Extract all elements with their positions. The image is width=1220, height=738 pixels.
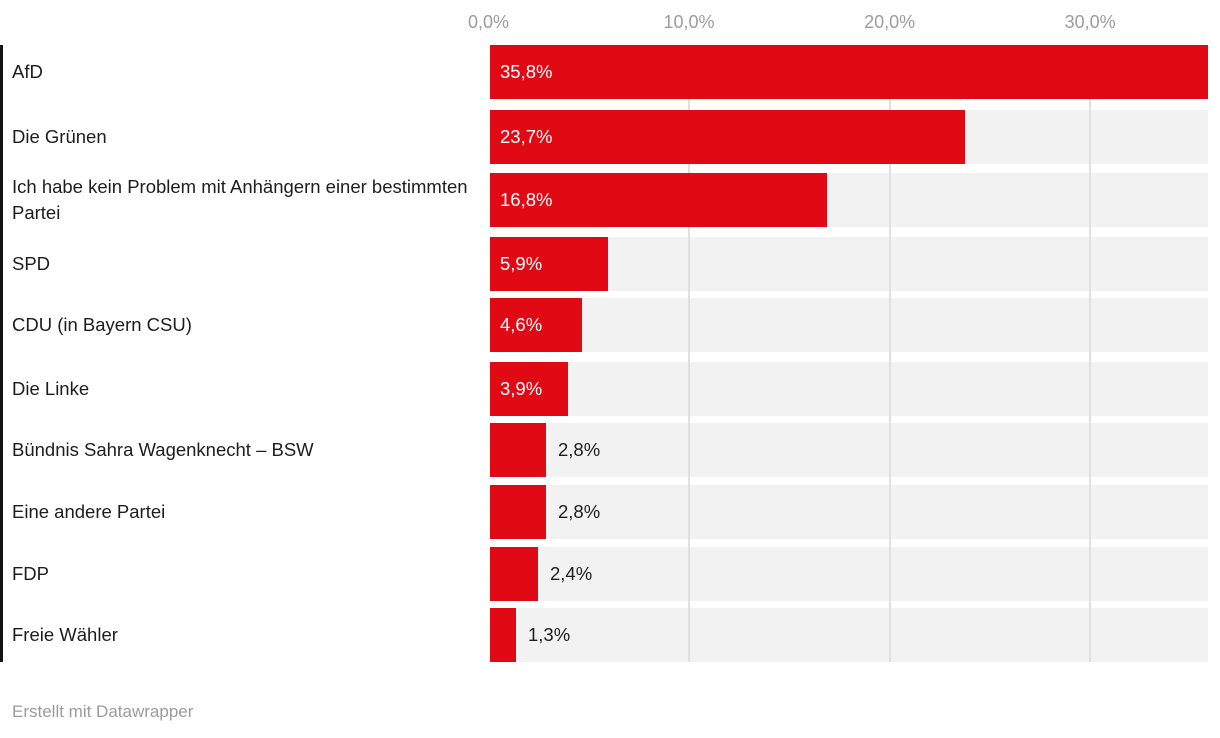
gridline: [688, 45, 691, 662]
x-axis-tick-label: 10,0%: [663, 12, 715, 32]
category-label: CDU (in Bayern CSU): [12, 314, 192, 335]
value-label: 4,6%: [500, 314, 543, 335]
bar: [490, 45, 1208, 99]
value-label: 35,8%: [500, 61, 553, 82]
bar-track: [490, 608, 1208, 662]
bar-track: [490, 485, 1208, 539]
bar-track: [490, 298, 1208, 352]
x-axis-tick-label: 20,0%: [864, 12, 916, 32]
value-label: 16,8%: [500, 189, 553, 210]
x-axis-tick-label: 0,0%: [467, 12, 510, 32]
category-label: Eine andere Partei: [12, 501, 166, 522]
category-label: Die Linke: [12, 378, 90, 399]
category-label: Bündnis Sahra Wagenknecht – BSW: [12, 439, 314, 460]
bar: [490, 608, 516, 662]
bar: [490, 237, 608, 291]
category-label: Die Grünen: [12, 126, 107, 147]
category-label: SPD: [12, 253, 51, 274]
value-label: 1,3%: [528, 624, 571, 645]
category-label: Ich habe kein Problem mit Anhängern eine…: [12, 176, 468, 223]
value-label: 2,8%: [558, 501, 601, 522]
category-label: FDP: [12, 563, 49, 584]
value-label: 2,8%: [558, 439, 601, 460]
value-label: 5,9%: [500, 253, 543, 274]
value-label: 23,7%: [500, 126, 553, 147]
x-axis-tick-label: 30,0%: [1064, 12, 1116, 32]
gridline: [888, 45, 891, 662]
gridline: [1089, 45, 1092, 662]
y-axis-baseline: [0, 45, 3, 662]
datawrapper-credit[interactable]: Erstellt mit Datawrapper: [12, 702, 194, 721]
value-label: 2,4%: [550, 563, 593, 584]
bar-track: [490, 362, 1208, 416]
bar: [490, 423, 546, 477]
value-label: 3,9%: [500, 378, 543, 399]
bar-track: [490, 547, 1208, 601]
bar: [490, 362, 568, 416]
category-label: Freie Wähler: [12, 624, 118, 645]
bar-track: [490, 423, 1208, 477]
bar: [490, 110, 965, 164]
category-label: AfD: [12, 61, 43, 82]
bar: [490, 547, 538, 601]
bar: [490, 298, 582, 352]
bar: [490, 485, 546, 539]
bar-track: [490, 237, 1208, 291]
bar: [490, 173, 827, 227]
